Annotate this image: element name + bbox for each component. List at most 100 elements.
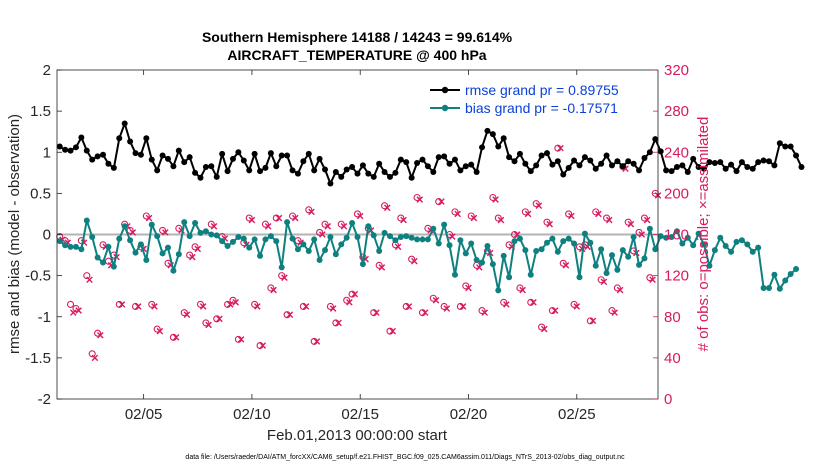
bias-marker <box>473 256 480 263</box>
bias-marker <box>614 266 621 273</box>
rmse-marker <box>798 164 805 171</box>
rmse-marker <box>684 168 691 175</box>
obs-possible-marker <box>451 208 459 216</box>
obs-assimilated-marker <box>394 243 402 251</box>
obs-assimilated-marker <box>459 303 467 310</box>
obs-assimilated-marker <box>324 222 332 230</box>
rmse-marker <box>776 140 783 147</box>
bias-marker <box>728 248 735 255</box>
bias-marker <box>365 223 372 230</box>
rmse-marker <box>56 143 63 150</box>
rmse-marker <box>468 161 475 168</box>
obs-possible-marker <box>478 307 486 315</box>
rmse-marker <box>711 159 718 166</box>
obs-assimilated-marker <box>161 229 169 236</box>
obs-possible-marker <box>229 296 237 304</box>
y-left-tick-label: -1 <box>38 309 51 326</box>
rmse-marker <box>154 167 161 174</box>
bias-marker <box>765 284 772 291</box>
obs-assimilated-marker <box>75 307 82 314</box>
bias-marker <box>94 254 101 261</box>
obs-assimilated-marker <box>568 212 575 220</box>
rmse-marker <box>197 174 204 181</box>
bias-marker <box>592 262 599 269</box>
bias-marker <box>116 235 123 242</box>
bias-marker <box>646 225 653 232</box>
obs-assimilated-marker <box>438 198 445 205</box>
bias-marker <box>527 271 534 278</box>
rmse-marker <box>576 162 583 169</box>
rmse-marker <box>110 164 117 171</box>
obs-assimilated-marker <box>470 214 478 222</box>
bias-marker <box>673 228 680 235</box>
obs-assimilated-marker <box>183 311 191 318</box>
obs-assimilated-marker <box>503 301 510 308</box>
rmse-marker <box>278 152 285 159</box>
obs-possible-marker <box>245 214 253 222</box>
obs-assimilated-marker <box>319 231 326 238</box>
y-axis-left-label: rmse and bias (model - observation) <box>6 114 23 354</box>
obs-assimilated-marker <box>226 301 234 308</box>
rmse-marker <box>235 149 242 156</box>
rmse-marker <box>484 127 491 134</box>
rmse-marker <box>408 174 415 181</box>
rmse-marker <box>316 155 323 162</box>
bias-marker <box>554 248 561 255</box>
bias-marker <box>771 271 778 278</box>
obs-assimilated-marker <box>557 144 564 152</box>
rmse-marker <box>782 143 789 150</box>
obs-assimilated-marker <box>302 303 310 310</box>
obs-assimilated-marker <box>145 214 153 222</box>
y-left-tick-label: 0 <box>43 227 51 244</box>
obs-possible-marker <box>640 214 649 222</box>
obs-possible-marker <box>538 323 546 331</box>
obs-assimilated-marker <box>497 216 505 224</box>
rmse-marker <box>359 162 366 169</box>
rmse-marker <box>636 167 643 174</box>
bias-marker <box>175 251 182 258</box>
obs-assimilated-marker <box>291 214 299 222</box>
legend-box <box>425 78 651 118</box>
obs-possible-marker <box>440 302 448 311</box>
obs-assimilated-marker <box>351 290 359 298</box>
obs-assimilated-marker <box>91 354 99 362</box>
bias-marker <box>56 238 63 245</box>
rmse-marker <box>322 166 329 173</box>
footer-data-file: data file: /Users/raeder/DAI/ATM_forcXX/… <box>185 454 625 461</box>
obs-possible-marker <box>337 220 345 228</box>
obs-assimilated-marker <box>248 216 256 224</box>
x-tick-label: 02/10 <box>233 406 271 423</box>
bias-marker <box>468 240 475 247</box>
chart-title-line1: Southern Hemisphere 14188 / 14243 = 99.6… <box>202 29 513 45</box>
obs-assimilated-marker <box>172 334 180 341</box>
rmse-marker <box>603 152 610 159</box>
bias-marker <box>62 242 69 249</box>
rmse-marker <box>354 170 361 177</box>
bias-marker <box>479 259 486 266</box>
rmse-marker <box>224 168 231 175</box>
y-axis-left-ticks: 2 1.5 1 0.5 0 -0.5 -1 -1.5 -2 <box>25 62 62 408</box>
rmse-marker <box>89 156 96 163</box>
bias-marker <box>571 240 578 247</box>
obs-assimilated-marker <box>86 276 93 284</box>
bias-marker <box>684 234 691 241</box>
bias-marker <box>332 251 339 258</box>
obs-assimilated-marker <box>405 303 413 310</box>
rmse-marker <box>701 165 708 172</box>
bias-marker <box>181 219 188 226</box>
rmse-marker <box>305 150 312 157</box>
obs-possible-marker <box>72 304 80 313</box>
rmse-marker <box>657 148 664 155</box>
obs-possible-marker <box>413 193 421 202</box>
bias-marker <box>776 285 783 292</box>
bias-marker <box>132 249 139 256</box>
obs-assimilated-marker <box>611 309 618 316</box>
rmse-marker <box>327 180 334 187</box>
rmse-marker <box>164 155 171 162</box>
rmse-marker <box>744 164 751 171</box>
obs-assimilated-marker <box>313 338 321 345</box>
bias-marker <box>105 243 112 250</box>
rmse-marker <box>728 161 735 168</box>
rmse-marker <box>646 149 653 156</box>
obs-assimilated-marker <box>411 257 418 265</box>
